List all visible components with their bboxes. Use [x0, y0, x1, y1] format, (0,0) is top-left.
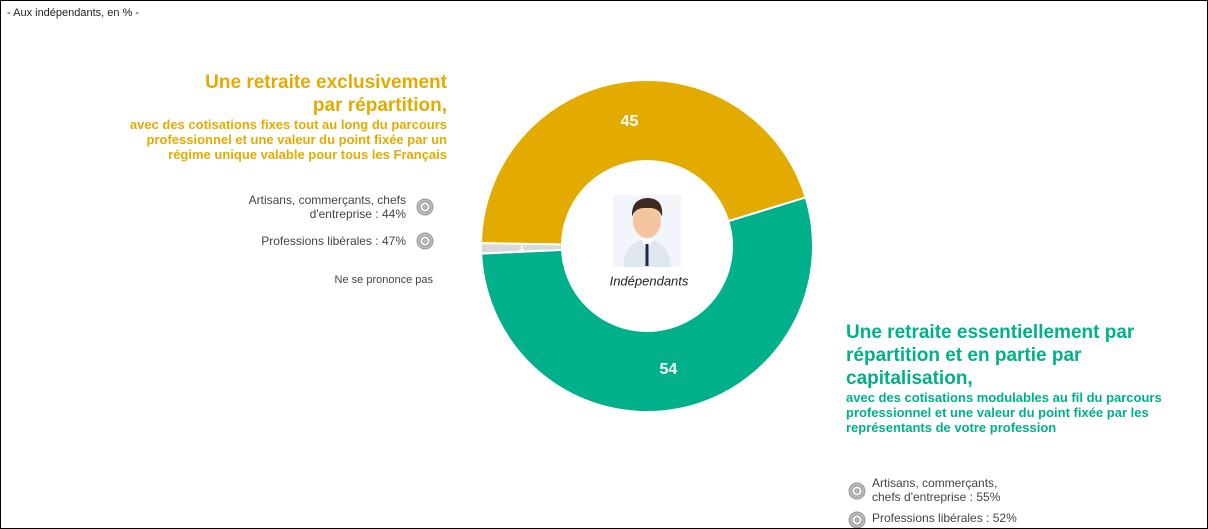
heading: Une retraite exclusivement par répartiti… [205, 72, 447, 116]
bullet-icon [848, 511, 866, 528]
value-label: 54 [659, 361, 677, 378]
left-note: Une retraite exclusivement par répartiti… [101, 71, 447, 162]
donut-segment [480, 196, 814, 413]
value-label: 45 [621, 113, 639, 130]
donut-segment [480, 242, 564, 255]
donut: 45 54 1 [480, 79, 814, 413]
group: Professions libérales : 47% [261, 234, 406, 248]
subtitle: - Aux indépendants, en % - [7, 7, 140, 19]
value-label: 1 [519, 242, 525, 253]
donut-segment [480, 79, 807, 246]
heading: Une retraite essentiellement par réparti… [846, 322, 1135, 389]
no-answer: Ne se prononce pas [334, 274, 433, 286]
avatar [613, 195, 681, 267]
group: Artisans, commerçants, chefs d'entrepris… [872, 476, 1001, 504]
description: avec des cotisations modulables au fil d… [846, 390, 1162, 435]
group: Artisans, commerçants, chefs d'entrepris… [248, 193, 406, 221]
description: avec des cotisations fixes tout au long … [129, 117, 447, 162]
center-label: Indépendants [610, 273, 689, 288]
right-note: Une retraite essentiellement par réparti… [846, 321, 1201, 435]
bullet-icon [848, 482, 866, 500]
bullet-icon [416, 232, 434, 250]
bullet-icon [416, 198, 434, 216]
group: Professions libérales : 52% [872, 511, 1017, 525]
